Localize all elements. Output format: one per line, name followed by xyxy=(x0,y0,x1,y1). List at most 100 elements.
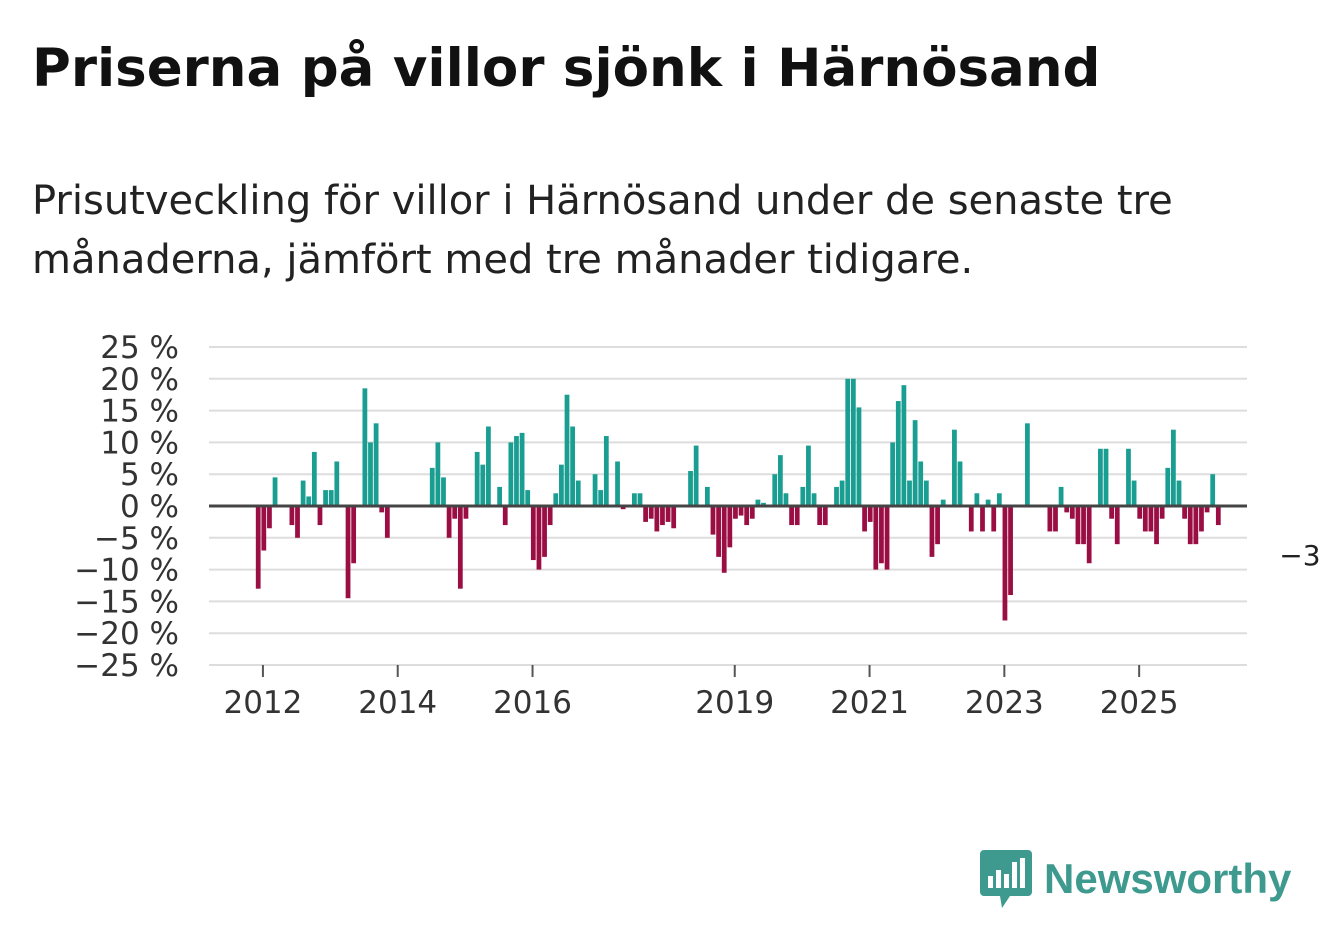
bar-positive xyxy=(918,461,924,506)
bar-positive xyxy=(311,451,317,506)
bar-positive xyxy=(553,493,559,506)
bar-negative xyxy=(654,506,660,532)
bar-negative xyxy=(721,506,727,573)
bar-positive xyxy=(839,480,845,506)
bar-positive xyxy=(632,493,637,506)
bar-negative xyxy=(379,506,385,513)
bar-positive xyxy=(901,385,907,506)
bar-negative xyxy=(547,506,553,526)
bar-positive xyxy=(480,464,486,506)
bar-chart: 25 %20 %15 %10 %5 %0 %−5 %−10 %−15 %−20 … xyxy=(74,330,1322,721)
bar-negative xyxy=(1075,506,1081,545)
bar-negative xyxy=(794,506,800,526)
y-tick-label: −25 % xyxy=(74,648,179,684)
bar-negative xyxy=(1086,506,1092,564)
bar-positive xyxy=(834,486,839,506)
bar-negative xyxy=(1148,506,1154,532)
bar-negative xyxy=(1069,506,1075,519)
bar-positive xyxy=(1171,429,1176,506)
bar-positive xyxy=(525,490,531,506)
x-tick-label: 2019 xyxy=(695,685,774,721)
bar-negative xyxy=(457,506,463,589)
bars xyxy=(255,378,1221,621)
labels: 25 %20 %15 %10 %5 %0 %−5 %−10 %−15 %−20 … xyxy=(74,330,1322,721)
bar-positive xyxy=(952,429,957,506)
bar-negative xyxy=(648,506,654,519)
bar-negative xyxy=(317,506,323,526)
newsworthy-logo: Newsworthy xyxy=(980,850,1291,908)
bar-positive xyxy=(435,442,441,506)
bar-positive xyxy=(1165,467,1171,506)
bar-positive xyxy=(772,474,778,506)
y-tick-label: −20 % xyxy=(74,616,179,652)
bar-negative xyxy=(530,506,536,561)
bar-positive xyxy=(429,467,435,506)
y-tick-label: 20 % xyxy=(100,362,179,398)
bar-negative xyxy=(727,506,733,548)
bar-negative xyxy=(716,506,721,557)
bar-positive xyxy=(985,499,991,506)
bar-positive xyxy=(996,493,1002,506)
bar-negative xyxy=(1008,506,1013,596)
bar-negative xyxy=(446,506,452,538)
bar-positive xyxy=(1176,480,1182,506)
bar-negative xyxy=(289,506,295,526)
bar-negative xyxy=(1193,506,1199,545)
y-tick-label: 10 % xyxy=(100,425,179,461)
bar-positive xyxy=(783,493,789,506)
bar-positive xyxy=(368,442,373,506)
bar-negative xyxy=(929,506,935,557)
bar-negative xyxy=(733,506,738,519)
bar-negative xyxy=(749,506,755,519)
bar-negative xyxy=(502,506,508,526)
bar-positive xyxy=(497,486,503,506)
bar-negative xyxy=(1182,506,1187,519)
x-tick-label: 2023 xyxy=(965,685,1044,721)
bar-negative xyxy=(744,506,750,526)
bar-negative xyxy=(345,506,351,599)
bar-negative xyxy=(1109,506,1115,519)
bar-negative xyxy=(671,506,677,529)
bar-negative xyxy=(1002,506,1008,621)
bar-negative xyxy=(1215,506,1221,526)
bar-positive xyxy=(474,451,480,506)
bar-positive xyxy=(755,499,761,506)
bar-positive xyxy=(637,493,643,506)
y-tick-label: −15 % xyxy=(74,584,179,620)
y-tick-label: 15 % xyxy=(100,394,179,430)
bar-negative xyxy=(536,506,542,570)
x-tick-label: 2012 xyxy=(223,685,302,721)
bar-positive xyxy=(519,432,525,506)
bar-positive xyxy=(811,493,817,506)
bar-positive xyxy=(704,486,710,506)
bar-positive xyxy=(761,502,766,506)
bar-negative xyxy=(643,506,648,522)
bar-positive xyxy=(850,378,856,506)
bar-positive xyxy=(300,480,306,506)
bar-negative xyxy=(384,506,390,538)
brand-name: Newsworthy xyxy=(1044,855,1292,902)
bar-negative xyxy=(1187,506,1193,545)
bar-negative xyxy=(452,506,458,519)
bar-negative xyxy=(542,506,547,557)
bar-positive xyxy=(559,464,564,506)
bar-positive xyxy=(603,436,609,506)
bar-negative xyxy=(884,506,890,570)
bar-negative xyxy=(267,506,272,529)
bar-negative xyxy=(738,506,744,516)
bar-negative xyxy=(867,506,873,522)
bar-positive xyxy=(328,490,334,506)
bar-negative xyxy=(817,506,823,526)
bar-positive xyxy=(1098,448,1103,506)
bar-positive xyxy=(575,480,581,506)
bar-positive xyxy=(1058,486,1064,506)
bar-positive xyxy=(373,423,379,506)
bar-negative xyxy=(261,506,267,551)
bar-positive xyxy=(508,442,514,506)
bar-negative xyxy=(1064,506,1070,513)
bar-positive xyxy=(806,445,811,506)
axes xyxy=(209,504,1247,677)
bar-negative xyxy=(1081,506,1086,545)
bar-positive xyxy=(974,493,980,506)
bar-positive xyxy=(1025,423,1030,506)
